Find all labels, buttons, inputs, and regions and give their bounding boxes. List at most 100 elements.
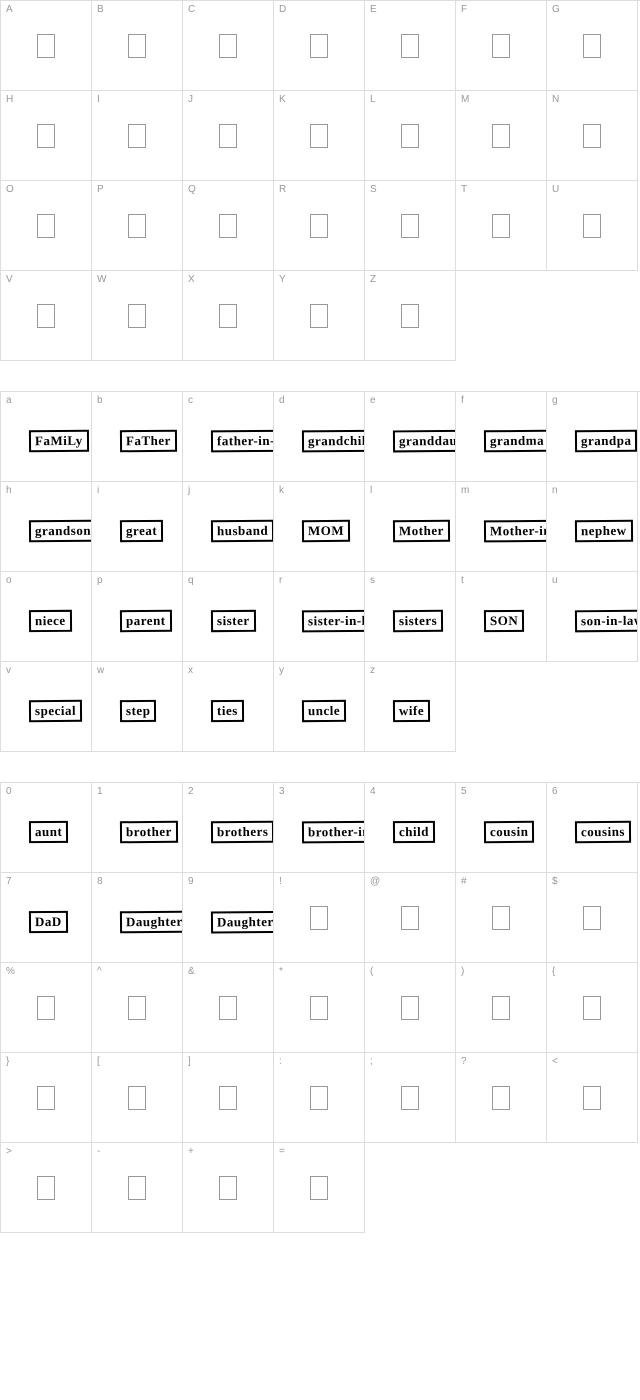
glyph-cell[interactable]: tSON (456, 572, 547, 662)
glyph-cell[interactable]: W (92, 271, 183, 361)
glyph-cell[interactable]: mMother-in-law (456, 482, 547, 572)
empty-glyph-icon (219, 214, 237, 238)
glyph-cell[interactable]: fgrandma (456, 392, 547, 482)
glyph-cell[interactable]: { (547, 963, 638, 1053)
glyph-cell[interactable]: uson-in-law (547, 572, 638, 662)
glyph-cell[interactable]: S (365, 181, 456, 271)
glyph-cell[interactable]: hgrandson (1, 482, 92, 572)
glyph-cell[interactable]: 9Daughter-in-Law (183, 873, 274, 963)
cell-label: 6 (552, 786, 558, 797)
glyph-cell[interactable]: I (92, 91, 183, 181)
glyph-cell[interactable]: ssisters (365, 572, 456, 662)
glyph-cell[interactable]: E (365, 1, 456, 91)
glyph-cell[interactable]: V (1, 271, 92, 361)
glyph-cell[interactable]: [ (92, 1053, 183, 1143)
glyph-cell[interactable]: B (92, 1, 183, 91)
glyph-cell[interactable]: pparent (92, 572, 183, 662)
glyph-cell[interactable]: X (183, 271, 274, 361)
glyph-cell[interactable]: $ (547, 873, 638, 963)
glyph-cell[interactable]: qsister (183, 572, 274, 662)
glyph-cell[interactable]: ( (365, 963, 456, 1053)
word-text: brothers (211, 821, 274, 844)
glyph-cell[interactable]: # (456, 873, 547, 963)
glyph-cell[interactable]: bFaTher (92, 392, 183, 482)
empty-glyph-icon (583, 214, 601, 238)
glyph-cell[interactable]: nnephew (547, 482, 638, 572)
glyph-cell[interactable]: A (1, 1, 92, 91)
glyph-cell[interactable]: 2brothers (183, 783, 274, 873)
glyph-cell[interactable]: P (92, 181, 183, 271)
glyph-cell[interactable]: ] (183, 1053, 274, 1143)
cell-label: @ (370, 876, 380, 887)
glyph-cell[interactable]: @ (365, 873, 456, 963)
glyph-cell[interactable]: jhusband (183, 482, 274, 572)
glyph-cell[interactable]: * (274, 963, 365, 1053)
glyph-cell[interactable]: 7DaD (1, 873, 92, 963)
glyph-cell[interactable]: = (274, 1143, 365, 1233)
glyph-cell[interactable]: + (183, 1143, 274, 1233)
glyph-cell[interactable]: N (547, 91, 638, 181)
glyph-cell[interactable]: 6cousins (547, 783, 638, 873)
glyph-cell[interactable]: rsister-in-law (274, 572, 365, 662)
glyph-cell[interactable]: 5cousin (456, 783, 547, 873)
glyph-cell[interactable]: 4child (365, 783, 456, 873)
glyph-cell[interactable]: K (274, 91, 365, 181)
glyph-cell[interactable]: xties (183, 662, 274, 752)
glyph-cell[interactable]: 8Daughter (92, 873, 183, 963)
glyph-cell[interactable]: aFaMiLy (1, 392, 92, 482)
glyph-cell[interactable]: dgrandchildren (274, 392, 365, 482)
cell-label: w (97, 665, 104, 676)
cell-label: * (279, 966, 283, 977)
glyph-cell[interactable]: % (1, 963, 92, 1053)
word-glyph: wife (393, 700, 430, 722)
glyph-cell[interactable]: : (274, 1053, 365, 1143)
glyph-cell[interactable]: 0aunt (1, 783, 92, 873)
glyph-cell[interactable]: oniece (1, 572, 92, 662)
glyph-cell[interactable]: cfather-in-law (183, 392, 274, 482)
glyph-cell[interactable]: yuncle (274, 662, 365, 752)
glyph-cell[interactable]: < (547, 1053, 638, 1143)
glyph-cell[interactable]: R (274, 181, 365, 271)
glyph-cell[interactable]: w step (92, 662, 183, 752)
glyph-cell[interactable]: egranddaughter (365, 392, 456, 482)
glyph-cell[interactable]: H (1, 91, 92, 181)
glyph-cell[interactable]: lMother (365, 482, 456, 572)
glyph-cell[interactable]: 1brother (92, 783, 183, 873)
glyph-cell[interactable]: - (92, 1143, 183, 1233)
glyph-cell[interactable]: igreat (92, 482, 183, 572)
glyph-cell[interactable]: } (1, 1053, 92, 1143)
glyph-cell[interactable]: kMOM (274, 482, 365, 572)
glyph-cell[interactable]: Q (183, 181, 274, 271)
word-text: son-in-law (575, 610, 638, 633)
glyph-cell[interactable]: F (456, 1, 547, 91)
glyph-cell[interactable]: ggrandpa (547, 392, 638, 482)
glyph-cell[interactable]: D (274, 1, 365, 91)
glyph-cell[interactable]: ^ (92, 963, 183, 1053)
cell-label: ^ (97, 966, 102, 977)
glyph-cell[interactable]: Z (365, 271, 456, 361)
glyph-cell[interactable]: M (456, 91, 547, 181)
word-text: great (120, 520, 163, 542)
glyph-cell[interactable]: > (1, 1143, 92, 1233)
glyph-cell[interactable]: vspecial (1, 662, 92, 752)
cell-label: ) (461, 966, 464, 977)
glyph-cell[interactable]: Y (274, 271, 365, 361)
glyph-cell[interactable]: J (183, 91, 274, 181)
glyph-cell[interactable]: ) (456, 963, 547, 1053)
glyph-cell[interactable]: ? (456, 1053, 547, 1143)
glyph-cell[interactable]: G (547, 1, 638, 91)
glyph-cell[interactable]: L (365, 91, 456, 181)
glyph-cell[interactable]: 3brother-in-law (274, 783, 365, 873)
word-glyph: step (120, 700, 156, 722)
glyph-cell[interactable]: zwife (365, 662, 456, 752)
cell-label: 0 (6, 786, 12, 797)
glyph-cell[interactable]: T (456, 181, 547, 271)
glyph-cell[interactable]: ; (365, 1053, 456, 1143)
glyph-cell[interactable]: U (547, 181, 638, 271)
glyph-cell[interactable]: O (1, 181, 92, 271)
glyph-cell[interactable]: ! (274, 873, 365, 963)
glyph-cell[interactable]: C (183, 1, 274, 91)
cell-label: [ (97, 1056, 100, 1067)
glyph-cell[interactable]: & (183, 963, 274, 1053)
empty-glyph-icon (37, 124, 55, 148)
